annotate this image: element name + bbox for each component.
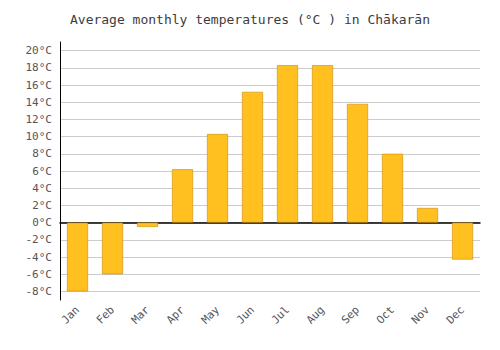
svg-text:2°C: 2°C (32, 199, 52, 212)
svg-text:-8°C: -8°C (26, 285, 53, 298)
svg-text:Dec: Dec (444, 303, 467, 326)
svg-text:Jan: Jan (59, 303, 82, 326)
svg-text:-6°C: -6°C (26, 268, 53, 281)
svg-text:Feb: Feb (94, 303, 117, 326)
svg-text:Nov: Nov (409, 303, 432, 326)
svg-text:4°C: 4°C (32, 182, 52, 195)
svg-text:Aug: Aug (304, 303, 327, 326)
svg-text:Jun: Jun (234, 303, 257, 326)
svg-text:Oct: Oct (374, 303, 397, 326)
svg-text:6°C: 6°C (32, 165, 52, 178)
svg-text:Average monthly temperatures (: Average monthly temperatures (°C ) in Ch… (70, 12, 430, 27)
svg-text:-4°C: -4°C (26, 251, 53, 264)
svg-text:Jul: Jul (269, 303, 292, 326)
svg-text:0°C: 0°C (32, 216, 52, 229)
svg-text:14°C: 14°C (26, 96, 53, 109)
svg-text:20°C: 20°C (26, 44, 53, 57)
svg-text:8°C: 8°C (32, 147, 52, 160)
svg-text:16°C: 16°C (26, 79, 53, 92)
svg-text:Sep: Sep (339, 303, 362, 326)
svg-text:12°C: 12°C (26, 113, 53, 126)
svg-text:Apr: Apr (164, 303, 187, 326)
svg-text:-2°C: -2°C (26, 233, 53, 246)
svg-text:18°C: 18°C (26, 61, 53, 74)
svg-text:May: May (199, 303, 222, 326)
svg-text:10°C: 10°C (26, 130, 53, 143)
svg-text:Mar: Mar (129, 303, 152, 326)
